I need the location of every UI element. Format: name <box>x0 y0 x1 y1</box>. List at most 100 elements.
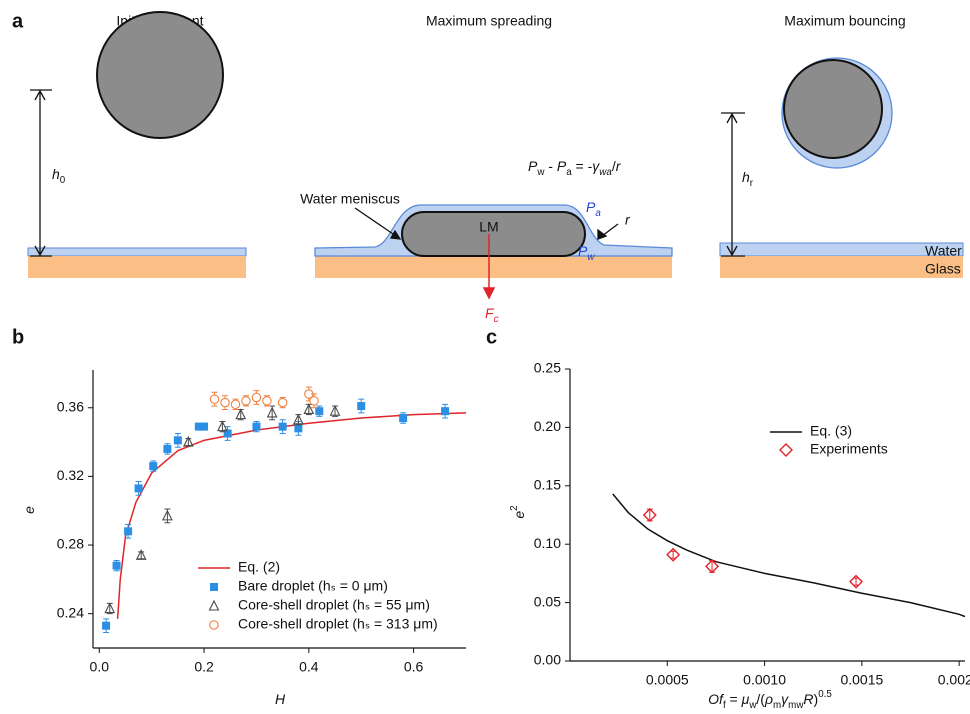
x-tick-label: 0.0010 <box>743 672 786 688</box>
error-bar <box>138 551 145 560</box>
point <box>849 574 864 589</box>
point <box>135 549 147 560</box>
point <box>235 408 247 420</box>
height-label: hr <box>742 169 754 189</box>
point <box>262 396 272 406</box>
text-part: P <box>578 243 588 259</box>
glass-label: Glass <box>925 261 961 277</box>
point <box>149 462 158 471</box>
text-part: γ <box>781 691 789 707</box>
x-tick-label: 0.0015 <box>840 672 883 688</box>
text-part: a <box>566 167 572 178</box>
legend-swatch <box>210 583 218 591</box>
line <box>612 493 966 618</box>
droplet <box>783 59 883 159</box>
panel-label: b <box>12 326 24 348</box>
text-part: w <box>748 700 757 711</box>
radius-label: r <box>625 212 631 228</box>
text-part: / <box>612 158 616 174</box>
droplet <box>96 11 224 139</box>
point <box>399 414 408 423</box>
water-layer <box>27 247 247 257</box>
y-tick-label: 0.20 <box>534 418 561 434</box>
text-part: γ <box>592 158 600 174</box>
point <box>292 413 304 425</box>
legend-label: Experiments <box>810 441 888 457</box>
force-label: Fc <box>485 305 499 325</box>
text-part: c <box>494 314 499 325</box>
point <box>112 561 121 570</box>
point <box>277 397 288 408</box>
y-tick-label: 0.10 <box>534 535 561 551</box>
pointer-arrow <box>354 207 619 240</box>
height-arrow <box>721 112 745 257</box>
text-part: mw <box>788 700 804 711</box>
error-bar <box>853 577 860 586</box>
text-part: = <box>726 691 742 707</box>
y-tick-label: 0.25 <box>534 360 561 376</box>
point <box>357 402 366 411</box>
glass <box>28 256 246 278</box>
text-part: h <box>742 169 750 185</box>
text-part: P <box>528 158 538 174</box>
y-axis-label: e <box>21 506 37 514</box>
error-bar <box>670 550 677 559</box>
point <box>278 422 287 431</box>
title: Maximum spreading <box>426 13 552 29</box>
point <box>134 484 143 493</box>
point <box>441 407 450 416</box>
x-tick-label: 0.4 <box>299 659 319 675</box>
point <box>124 527 133 536</box>
force-arrow <box>482 234 496 300</box>
point <box>241 396 251 406</box>
error-bar <box>185 438 192 447</box>
point <box>102 621 111 630</box>
point <box>309 396 319 406</box>
x-tick-label: 0.2 <box>194 659 214 675</box>
text-part: R <box>803 691 813 707</box>
liquid-marble <box>401 211 586 257</box>
legend-label: Core-shell droplet (hₛ = 313 μm) <box>238 616 438 632</box>
point <box>173 436 182 445</box>
text-part: μ <box>741 691 750 707</box>
text-part: P <box>557 158 567 174</box>
legend-swatch <box>779 443 793 457</box>
y-axis-label: e2 <box>509 505 527 518</box>
point <box>266 406 278 418</box>
text-part: 0.5 <box>818 689 832 700</box>
text-part: 0 <box>60 175 66 186</box>
x-tick-label: 0.0 <box>90 659 110 675</box>
text-part: H <box>275 691 286 707</box>
text-part: f <box>723 700 726 711</box>
legend-label: Eq. (3) <box>810 423 852 439</box>
legend-label: Bare droplet (hₛ = 0 μm) <box>238 578 388 594</box>
x-tick-label: 0.0005 <box>646 672 689 688</box>
legend-swatch <box>209 620 219 630</box>
y-tick-label: 0.32 <box>57 467 84 483</box>
x-tick-label: 0.0020 <box>938 672 970 688</box>
y-tick-label: 0.05 <box>534 593 561 609</box>
point <box>251 392 262 403</box>
x-axis-label: H <box>275 691 286 707</box>
text-part: = - <box>572 158 593 174</box>
text-part: m <box>773 700 781 711</box>
pressure-label: Pw <box>578 243 595 263</box>
lm-label: LM <box>479 219 498 235</box>
point <box>163 444 172 453</box>
point <box>209 394 220 404</box>
height-label: h0 <box>52 166 66 186</box>
text-part: w <box>587 252 595 263</box>
x-tick-label: 0.6 <box>404 659 424 675</box>
point <box>217 420 228 432</box>
y-tick-label: 0.36 <box>57 398 84 414</box>
y-tick-label: 0.00 <box>534 652 561 668</box>
text-part: e <box>511 511 527 519</box>
text-part: 2 <box>509 505 520 510</box>
y-tick-label: 0.15 <box>534 477 561 493</box>
point <box>194 422 203 431</box>
point <box>220 397 230 408</box>
text-part: a <box>595 208 601 219</box>
point <box>705 559 720 574</box>
water-label: Water <box>925 243 962 259</box>
point <box>315 407 324 416</box>
